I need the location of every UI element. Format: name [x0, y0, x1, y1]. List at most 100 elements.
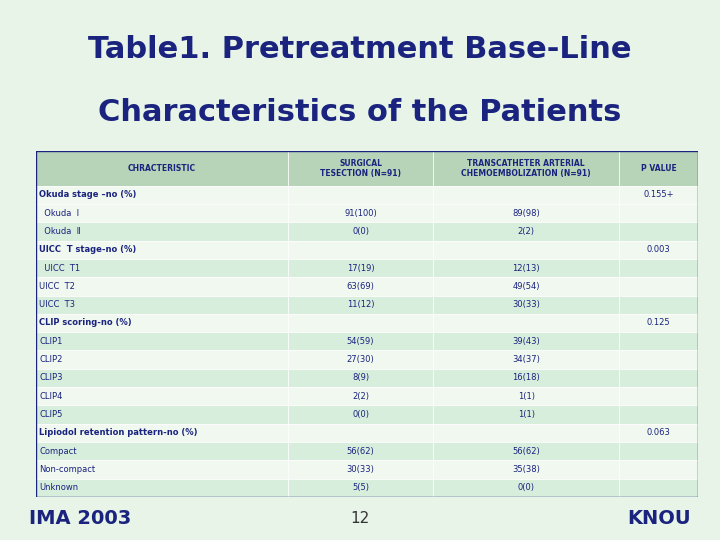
FancyBboxPatch shape [36, 442, 288, 460]
Text: 0(0): 0(0) [518, 483, 535, 492]
FancyBboxPatch shape [433, 478, 619, 497]
FancyBboxPatch shape [36, 369, 288, 387]
FancyBboxPatch shape [288, 460, 433, 478]
Text: Lipiodol retention pattern-no (%): Lipiodol retention pattern-no (%) [40, 428, 198, 437]
FancyBboxPatch shape [433, 406, 619, 423]
Text: Table1. Pretreatment Base-Line: Table1. Pretreatment Base-Line [89, 35, 631, 64]
FancyBboxPatch shape [288, 478, 433, 497]
Text: 16(18): 16(18) [513, 373, 540, 382]
FancyBboxPatch shape [288, 332, 433, 350]
Text: CLIP4: CLIP4 [40, 392, 63, 401]
FancyBboxPatch shape [36, 406, 288, 423]
Text: Non-compact: Non-compact [40, 465, 96, 474]
FancyBboxPatch shape [433, 241, 619, 259]
Text: 12: 12 [351, 511, 369, 526]
FancyBboxPatch shape [288, 277, 433, 295]
Text: Okuda stage –no (%): Okuda stage –no (%) [40, 191, 137, 199]
Text: Compact: Compact [40, 447, 77, 456]
FancyBboxPatch shape [619, 222, 698, 241]
FancyBboxPatch shape [433, 277, 619, 295]
FancyBboxPatch shape [36, 423, 288, 442]
Text: 1(1): 1(1) [518, 392, 535, 401]
FancyBboxPatch shape [433, 442, 619, 460]
Text: KNOU: KNOU [628, 509, 691, 528]
Text: P VALUE: P VALUE [641, 164, 677, 173]
FancyBboxPatch shape [288, 186, 433, 204]
FancyBboxPatch shape [619, 204, 698, 222]
FancyBboxPatch shape [433, 423, 619, 442]
Text: CLIP scoring-no (%): CLIP scoring-no (%) [40, 319, 132, 327]
FancyBboxPatch shape [288, 442, 433, 460]
FancyBboxPatch shape [433, 295, 619, 314]
Text: 0.063: 0.063 [647, 428, 670, 437]
Text: 17(19): 17(19) [347, 264, 374, 273]
Text: UICC  T3: UICC T3 [40, 300, 76, 309]
Text: 27(30): 27(30) [347, 355, 374, 364]
Text: CLIP1: CLIP1 [40, 337, 63, 346]
Text: 89(98): 89(98) [513, 208, 540, 218]
Text: 35(38): 35(38) [512, 465, 540, 474]
FancyBboxPatch shape [619, 295, 698, 314]
Text: 12(13): 12(13) [513, 264, 540, 273]
Text: 56(62): 56(62) [347, 447, 374, 456]
FancyBboxPatch shape [36, 295, 288, 314]
Text: 91(100): 91(100) [344, 208, 377, 218]
Text: 56(62): 56(62) [513, 447, 540, 456]
FancyBboxPatch shape [36, 332, 288, 350]
Text: 0.155+: 0.155+ [644, 191, 674, 199]
FancyBboxPatch shape [288, 151, 433, 186]
Text: 0(0): 0(0) [352, 227, 369, 236]
FancyBboxPatch shape [619, 387, 698, 406]
FancyBboxPatch shape [619, 406, 698, 423]
FancyBboxPatch shape [36, 151, 288, 186]
Text: CLIP5: CLIP5 [40, 410, 63, 419]
FancyBboxPatch shape [288, 259, 433, 277]
FancyBboxPatch shape [288, 387, 433, 406]
FancyBboxPatch shape [36, 350, 288, 369]
Text: 63(69): 63(69) [346, 282, 374, 291]
FancyBboxPatch shape [619, 259, 698, 277]
FancyBboxPatch shape [36, 460, 288, 478]
Text: 1(1): 1(1) [518, 410, 535, 419]
Text: 30(33): 30(33) [346, 465, 374, 474]
FancyBboxPatch shape [619, 423, 698, 442]
FancyBboxPatch shape [619, 277, 698, 295]
FancyBboxPatch shape [619, 151, 698, 186]
Text: 2(2): 2(2) [518, 227, 535, 236]
FancyBboxPatch shape [288, 241, 433, 259]
Text: 2(2): 2(2) [352, 392, 369, 401]
Text: Okuda  Ⅰ: Okuda Ⅰ [40, 208, 79, 218]
Text: 0.003: 0.003 [647, 245, 670, 254]
FancyBboxPatch shape [288, 314, 433, 332]
Text: 34(37): 34(37) [512, 355, 540, 364]
Text: CLIP3: CLIP3 [40, 373, 63, 382]
FancyBboxPatch shape [288, 406, 433, 423]
Text: 39(43): 39(43) [513, 337, 540, 346]
Text: TRANSCATHETER ARTERIAL
CHEMOEMBOLIZATION (N=91): TRANSCATHETER ARTERIAL CHEMOEMBOLIZATION… [462, 159, 591, 178]
FancyBboxPatch shape [36, 222, 288, 241]
Text: 5(5): 5(5) [352, 483, 369, 492]
FancyBboxPatch shape [36, 259, 288, 277]
FancyBboxPatch shape [433, 314, 619, 332]
FancyBboxPatch shape [36, 387, 288, 406]
FancyBboxPatch shape [433, 259, 619, 277]
Text: 49(54): 49(54) [513, 282, 540, 291]
FancyBboxPatch shape [288, 222, 433, 241]
Text: CHRACTERISTIC: CHRACTERISTIC [127, 164, 196, 173]
FancyBboxPatch shape [619, 478, 698, 497]
FancyBboxPatch shape [619, 241, 698, 259]
FancyBboxPatch shape [619, 460, 698, 478]
Text: UICC  T stage-no (%): UICC T stage-no (%) [40, 245, 137, 254]
FancyBboxPatch shape [433, 369, 619, 387]
FancyBboxPatch shape [36, 277, 288, 295]
FancyBboxPatch shape [288, 350, 433, 369]
Text: 8(9): 8(9) [352, 373, 369, 382]
FancyBboxPatch shape [433, 222, 619, 241]
Text: IMA 2003: IMA 2003 [29, 509, 131, 528]
FancyBboxPatch shape [433, 387, 619, 406]
Text: 0.125: 0.125 [647, 319, 670, 327]
FancyBboxPatch shape [433, 350, 619, 369]
FancyBboxPatch shape [36, 204, 288, 222]
Text: Characteristics of the Patients: Characteristics of the Patients [99, 98, 621, 127]
Text: UICC  T2: UICC T2 [40, 282, 75, 291]
